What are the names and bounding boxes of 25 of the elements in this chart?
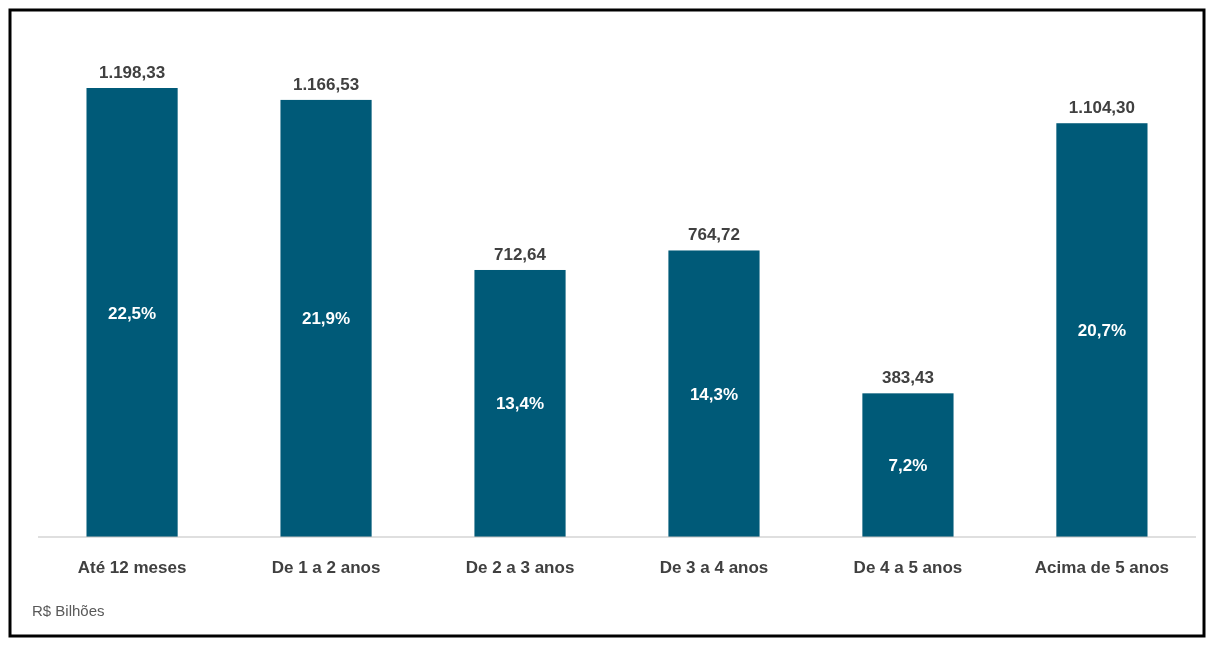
x-tick-label: De 1 a 2 anos [271,558,381,577]
annotation: 14,3% [689,384,739,404]
data-label: 1.198,33 [98,63,166,82]
text: R$ Bilhões [32,602,105,619]
x-tick-label: Até 12 meses [77,558,187,577]
annotation: 13,4% [495,394,545,414]
annotation: 22,5% [107,303,157,323]
x-tick-label: De 2 a 3 anos [465,558,575,577]
bar [862,393,954,537]
x-tick-label: Acima de 5 anos [1034,558,1170,577]
annotation: 20,7% [1077,321,1127,341]
bar [280,99,372,537]
data-label: 383,43 [881,368,934,388]
bar [474,269,566,537]
annotation: 21,9% [301,309,351,329]
annotation: 7,2% [888,456,928,476]
x-tick-label: De 4 a 5 anos [853,558,963,577]
data-label: 712,64 [494,244,547,264]
bar [668,250,760,537]
bar [1056,123,1148,537]
x-tick-label: De 3 a 4 anos [659,558,769,577]
data-label: 764,72 [687,225,740,245]
data-label: 1.166,53 [292,74,360,94]
data-label: 1.104,30 [1068,98,1136,118]
bar [86,88,178,537]
